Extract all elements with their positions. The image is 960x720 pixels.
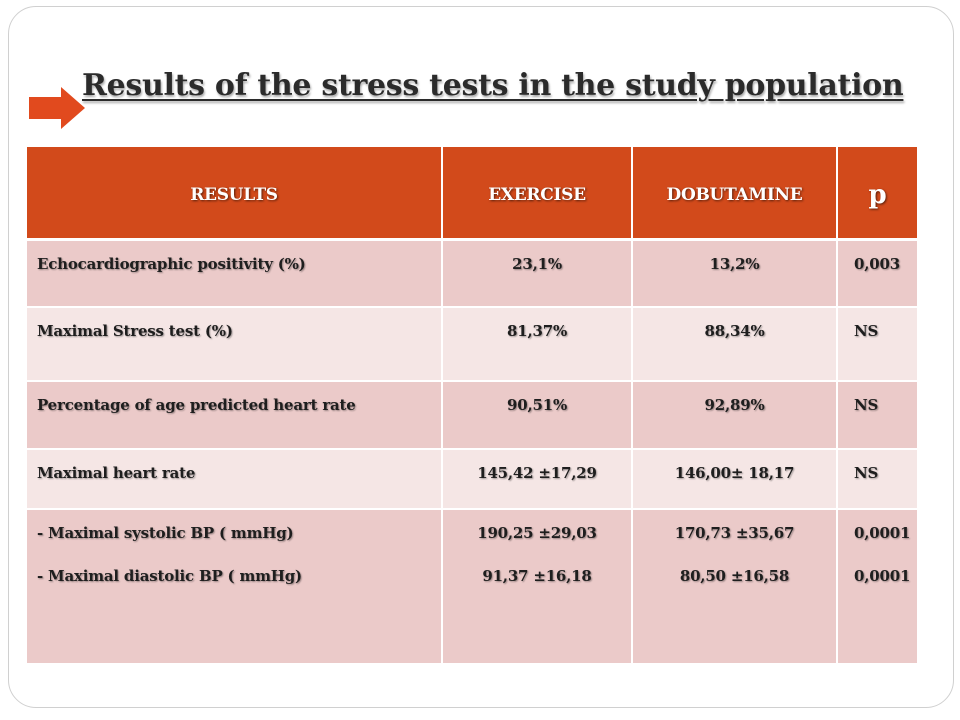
row-label-cell: Echocardiographic positivity (%) — [27, 239, 443, 308]
exercise-value-cell: 81,37% — [442, 307, 633, 382]
p-value-cell: NS — [837, 449, 917, 510]
right-arrow-icon — [29, 87, 85, 129]
table-header-row: RESULTS EXERCISE DOBUTAMINE p — [27, 147, 917, 241]
exercise-value-cell: 190,25 ±29,03 91,37 ±16,18 — [442, 509, 633, 663]
dobutamine-value: 88,34% — [704, 322, 765, 340]
table-row: - Maximal systolic BP ( mmHg) - Maximal d… — [27, 509, 917, 663]
exercise-value: 190,25 ±29,03 — [477, 524, 597, 542]
dobutamine-value: 170,73 ±35,67 — [674, 524, 795, 542]
exercise-value: 145,42 ±17,29 — [477, 464, 597, 482]
p-value: NS — [854, 464, 879, 482]
row-label-cell: Maximal heart rate — [27, 449, 443, 510]
dobutamine-value-cell: 92,89% — [632, 381, 838, 450]
header-p: p — [837, 147, 917, 241]
p-value: NS — [854, 396, 879, 414]
p-value-cell: 0,0001 0,0001 — [837, 509, 917, 663]
exercise-value: 23,1% — [512, 254, 562, 273]
dobutamine-value-cell: 13,2% — [632, 239, 838, 308]
row-label: Maximal heart rate — [37, 464, 196, 482]
exercise-value: 91,37 ±16,18 — [482, 567, 592, 585]
p-value: 0,003 — [854, 254, 900, 273]
exercise-value-cell: 23,1% — [442, 239, 633, 308]
p-value: NS — [854, 322, 879, 340]
p-value-cell: 0,003 — [837, 239, 917, 308]
exercise-value: 81,37% — [506, 322, 568, 340]
results-table: RESULTS EXERCISE DOBUTAMINE p Echocardio… — [27, 147, 917, 663]
dobutamine-value: 92,89% — [704, 396, 765, 414]
dobutamine-value-cell: 146,00± 18,17 — [632, 449, 838, 510]
table-row: Percentage of age predicted heart rate 90… — [27, 381, 917, 450]
p-value-cell: NS — [837, 307, 917, 382]
slide-title: Results of the stress tests in the study… — [82, 68, 904, 103]
p-value: 0,0001 — [854, 567, 911, 585]
row-label: Percentage of age predicted heart rate — [37, 396, 356, 414]
row-label: Echocardiographic positivity (%) — [37, 254, 306, 273]
header-dobutamine: DOBUTAMINE — [632, 147, 838, 241]
p-value-cell: NS — [837, 381, 917, 450]
dobutamine-value: 146,00± 18,17 — [674, 464, 795, 482]
header-exercise: EXERCISE — [442, 147, 633, 241]
table-body: Echocardiographic positivity (%) 23,1% 13,… — [27, 239, 917, 663]
p-value: 0,0001 — [854, 524, 911, 542]
dobutamine-value: 13,2% — [709, 254, 760, 273]
table-row: Echocardiographic positivity (%) 23,1% 13,… — [27, 239, 917, 308]
row-label: Maximal Stress test (%) — [37, 322, 233, 340]
dobutamine-value-cell: 170,73 ±35,67 80,50 ±16,58 — [632, 509, 838, 663]
row-label-cell: Maximal Stress test (%) — [27, 307, 443, 382]
dobutamine-value: 80,50 ±16,58 — [679, 567, 790, 585]
exercise-value-cell: 90,51% — [442, 381, 633, 450]
dobutamine-value-cell: 88,34% — [632, 307, 838, 382]
row-label: - Maximal diastolic BP ( mmHg) — [37, 567, 302, 585]
exercise-value-cell: 145,42 ±17,29 — [442, 449, 633, 510]
row-label-cell: - Maximal systolic BP ( mmHg) - Maximal d… — [27, 509, 443, 663]
exercise-value: 90,51% — [506, 396, 568, 414]
table-row: Maximal Stress test (%) 81,37% 88,34% NS — [27, 307, 917, 382]
row-label-cell: Percentage of age predicted heart rate — [27, 381, 443, 450]
header-results: RESULTS — [27, 147, 443, 241]
table-row: Maximal heart rate 145,42 ±17,29 146,00± 1… — [27, 449, 917, 510]
row-label: - Maximal systolic BP ( mmHg) — [37, 524, 294, 542]
